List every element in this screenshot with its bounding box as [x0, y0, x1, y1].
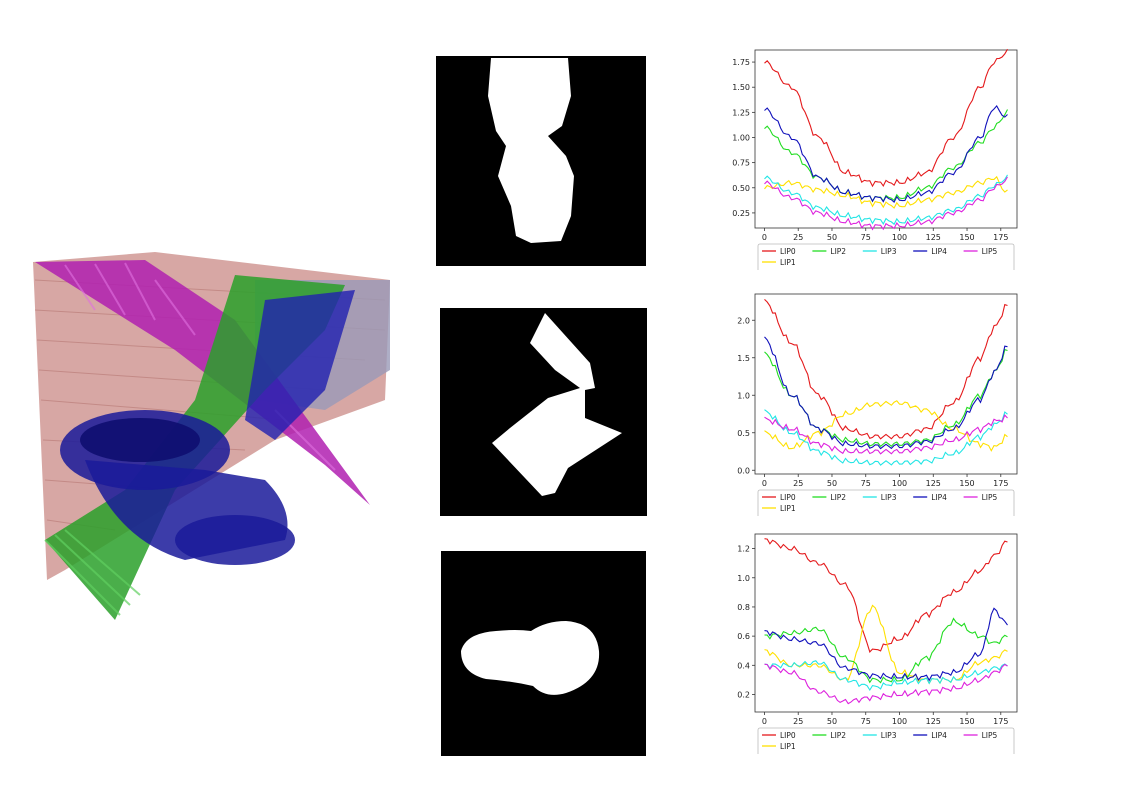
- legend-label: LIP0: [780, 493, 796, 502]
- y-tick-label: 1.2: [737, 545, 750, 554]
- x-tick-label: 50: [827, 717, 837, 726]
- y-tick-label: 1.00: [732, 133, 750, 142]
- legend: LIP0 LIP2 LIP3 LIP4 LIP5 LIP1: [757, 489, 1015, 516]
- y-tick-label: 1.0: [737, 574, 750, 583]
- blue-tank-section: [245, 290, 355, 440]
- series-line-lip0: [764, 48, 1008, 188]
- series-line-lip0: [764, 299, 1008, 440]
- silhouette-1: [436, 56, 646, 266]
- x-tick-label: 175: [993, 717, 1008, 726]
- legend-label: LIP0: [780, 731, 796, 740]
- legend-label: LIP3: [881, 247, 897, 256]
- x-tick-label: 100: [892, 233, 907, 242]
- legend-label: LIP2: [830, 731, 846, 740]
- voxel-model-3d: [33, 252, 390, 620]
- series-line-lip3: [764, 660, 1008, 692]
- y-tick-label: 2.0: [737, 316, 750, 325]
- y-tick-label: 0.0: [737, 466, 750, 475]
- y-tick-label: 1.25: [732, 108, 750, 117]
- y-tick-label: 1.5: [737, 354, 750, 363]
- y-tick-label: 0.2: [737, 690, 750, 699]
- legend-label: LIP1: [780, 504, 796, 513]
- legend-label: LIP0: [780, 247, 796, 256]
- x-tick-label: 0: [762, 717, 767, 726]
- series-line-lip0: [764, 538, 1008, 653]
- x-tick-label: 150: [959, 479, 974, 488]
- x-tick-label: 75: [861, 717, 871, 726]
- x-tick-label: 50: [827, 479, 837, 488]
- legend-label: LIP2: [830, 247, 846, 256]
- magenta-cutting-plane: [35, 260, 370, 505]
- series-line-lip5: [764, 663, 1008, 705]
- legend: LIP0 LIP2 LIP3 LIP4 LIP5 LIP1: [757, 727, 1015, 754]
- legend-label: LIP5: [982, 493, 998, 502]
- series-line-lip3: [764, 409, 1008, 466]
- legend-label: LIP1: [780, 258, 796, 267]
- legend-label: LIP1: [780, 742, 796, 751]
- x-tick-label: 125: [926, 479, 941, 488]
- y-tick-label: 1.0: [737, 391, 750, 400]
- series-line-lip4: [764, 607, 1008, 682]
- legend-label: LIP4: [931, 731, 947, 740]
- y-tick-label: 1.50: [732, 83, 750, 92]
- legend-label: LIP4: [931, 493, 947, 502]
- y-tick-label: 0.5: [737, 429, 750, 438]
- legend-label: LIP2: [830, 493, 846, 502]
- legend-label: LIP5: [982, 247, 998, 256]
- x-tick-label: 75: [861, 479, 871, 488]
- series-line-lip3: [764, 174, 1008, 226]
- series-line-lip1: [764, 175, 1008, 209]
- series-line-lip4: [764, 336, 1008, 450]
- silhouette-2: [440, 308, 647, 516]
- x-tick-label: 125: [926, 717, 941, 726]
- y-tick-label: 1.75: [732, 58, 750, 67]
- series-line-lip1: [764, 400, 1008, 452]
- x-tick-label: 175: [993, 479, 1008, 488]
- x-tick-label: 150: [959, 233, 974, 242]
- x-tick-label: 0: [762, 233, 767, 242]
- plot-frame: [754, 49, 1018, 229]
- y-tick-label: 0.75: [732, 159, 750, 168]
- x-tick-label: 25: [793, 479, 803, 488]
- series-line-lip5: [764, 176, 1008, 231]
- series-line-lip4: [764, 104, 1008, 203]
- lip-chart-3: 0 25 50 75 100 125 150 175 0.2 0.4 0.6 0.8 1.0 1.2 LIP…: [737, 533, 1018, 754]
- plot-frame: [754, 533, 1018, 713]
- x-tick-label: 100: [892, 717, 907, 726]
- legend-label: LIP5: [982, 731, 998, 740]
- y-tick-label: 0.25: [732, 209, 750, 218]
- x-tick-label: 150: [959, 717, 974, 726]
- y-tick-label: 0.4: [737, 661, 750, 670]
- y-tick-label: 0.8: [737, 603, 750, 612]
- y-tick-label: 0.50: [732, 184, 750, 193]
- x-tick-label: 50: [827, 233, 837, 242]
- x-tick-label: 25: [793, 233, 803, 242]
- x-tick-label: 175: [993, 233, 1008, 242]
- legend: LIP0 LIP2 LIP3 LIP4 LIP5 LIP1: [757, 243, 1015, 270]
- x-tick-label: 0: [762, 479, 767, 488]
- lip-chart-1: 0 25 50 75 100 125 150 175 0.25 0.50 0.75 1.00 1.25 1…: [732, 48, 1018, 270]
- legend-label: LIP4: [931, 247, 947, 256]
- legend-label: LIP3: [881, 493, 897, 502]
- x-tick-label: 100: [892, 479, 907, 488]
- series-line-lip1: [764, 604, 1008, 685]
- x-tick-label: 125: [926, 233, 941, 242]
- x-tick-label: 25: [793, 717, 803, 726]
- legend-label: LIP3: [881, 731, 897, 740]
- silhouette-3: [441, 551, 646, 756]
- series-line-lip5: [764, 414, 1008, 455]
- y-tick-label: 0.6: [737, 632, 750, 641]
- series-line-lip2: [764, 617, 1008, 684]
- x-tick-label: 75: [861, 233, 871, 242]
